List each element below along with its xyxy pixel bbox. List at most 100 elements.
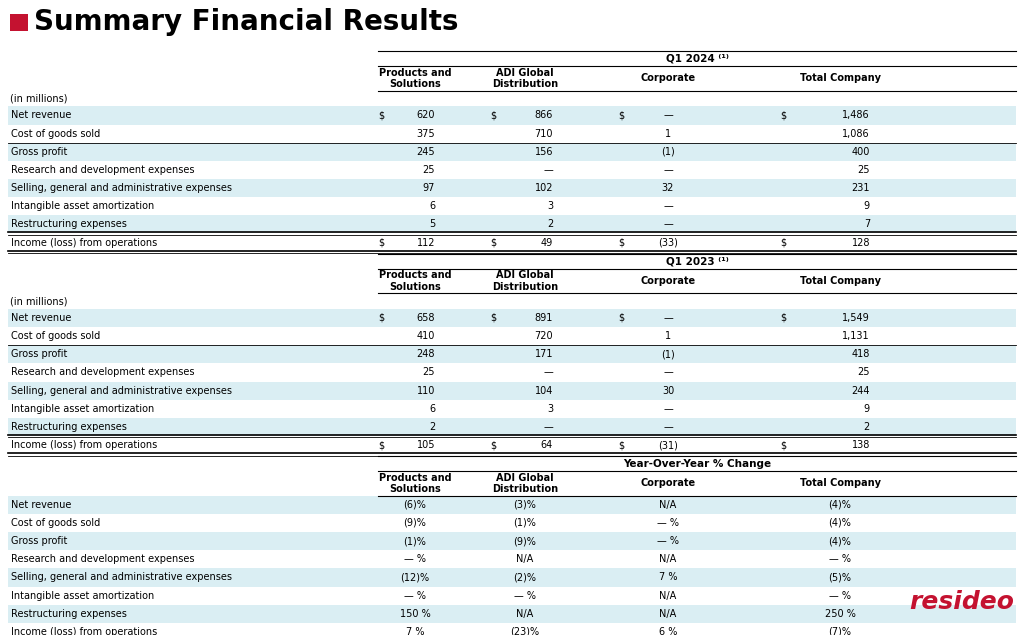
Text: 410: 410 [417,331,435,341]
Text: 110: 110 [417,385,435,396]
Text: Research and development expenses: Research and development expenses [11,554,195,565]
Text: Q1 2024 ⁽¹⁾: Q1 2024 ⁽¹⁾ [666,53,728,64]
Text: Corporate: Corporate [640,74,695,83]
Text: 9: 9 [864,404,870,414]
Text: (1)%: (1)% [514,518,537,528]
Bar [8,179,1016,197]
Text: Products and
Solutions: Products and Solutions [379,67,452,89]
Text: 2: 2 [547,219,553,229]
Text: Research and development expenses: Research and development expenses [11,368,195,377]
Text: Cost of goods sold: Cost of goods sold [11,518,100,528]
Text: 32: 32 [662,183,674,193]
Text: 658: 658 [417,313,435,323]
Text: (7)%: (7)% [828,627,852,635]
Text: —: — [544,422,553,432]
Text: 7 %: 7 % [406,627,424,635]
Text: 1,131: 1,131 [843,331,870,341]
Text: 1: 1 [665,331,671,341]
Text: Products and
Solutions: Products and Solutions [379,270,452,291]
Text: $: $ [618,110,624,121]
Text: — %: — % [657,536,679,546]
Text: $: $ [618,313,624,323]
Text: Restructuring expenses: Restructuring expenses [11,219,127,229]
Text: —: — [664,313,673,323]
Text: (3)%: (3)% [514,500,537,510]
Text: 7 %: 7 % [658,572,677,582]
Text: (9)%: (9)% [403,518,426,528]
Text: 418: 418 [852,349,870,359]
Text: 248: 248 [417,349,435,359]
Text: Net revenue: Net revenue [11,110,72,121]
Text: 7: 7 [864,219,870,229]
Text: (9)%: (9)% [514,536,537,546]
Text: Cost of goods sold: Cost of goods sold [11,129,100,138]
Bar [8,532,1016,550]
Text: (1): (1) [662,349,675,359]
Text: 138: 138 [852,440,870,450]
Text: $: $ [490,440,496,450]
Text: 400: 400 [852,147,870,157]
Text: Intangible asset amortization: Intangible asset amortization [11,404,155,414]
Text: $: $ [618,440,624,450]
Text: Selling, general and administrative expenses: Selling, general and administrative expe… [11,385,232,396]
Text: 97: 97 [423,183,435,193]
Text: Year-Over-Year % Change: Year-Over-Year % Change [623,458,771,469]
Text: $: $ [378,237,384,248]
Bar [8,568,1016,587]
Text: 9: 9 [864,201,870,211]
Text: —: — [544,165,553,175]
Text: N/A: N/A [659,609,677,618]
Text: Gross profit: Gross profit [11,349,68,359]
Text: $: $ [378,313,384,323]
Text: $: $ [780,440,786,450]
Text: $: $ [490,110,496,121]
Text: 620: 620 [417,110,435,121]
Text: (6)%: (6)% [403,500,426,510]
Text: 231: 231 [852,183,870,193]
Bar [8,605,1016,623]
Text: Total Company: Total Company [800,74,881,83]
Bar [8,309,1016,327]
Text: 720: 720 [535,331,553,341]
Text: (5)%: (5)% [828,572,852,582]
Text: — %: — % [514,591,536,601]
Text: 30: 30 [662,385,674,396]
Text: Corporate: Corporate [640,479,695,488]
Text: 891: 891 [535,313,553,323]
Text: Selling, general and administrative expenses: Selling, general and administrative expe… [11,183,232,193]
Text: Income (loss) from operations: Income (loss) from operations [11,627,158,635]
Text: (4)%: (4)% [828,518,851,528]
Text: Summary Financial Results: Summary Financial Results [34,8,459,36]
Bar [8,496,1016,514]
Text: 1: 1 [665,129,671,138]
Text: (33): (33) [658,237,678,248]
Text: Selling, general and administrative expenses: Selling, general and administrative expe… [11,572,232,582]
Text: 49: 49 [541,237,553,248]
Text: 1,086: 1,086 [843,129,870,138]
Text: N/A: N/A [659,500,677,510]
Text: ADI Global
Distribution: ADI Global Distribution [492,67,558,89]
Text: —: — [664,422,673,432]
Text: —: — [544,368,553,377]
Text: Products and
Solutions: Products and Solutions [379,472,452,494]
Text: $: $ [780,313,786,323]
Bar [8,215,1016,234]
Bar [8,143,1016,161]
Text: 6: 6 [429,201,435,211]
Text: — %: — % [829,591,851,601]
Text: Gross profit: Gross profit [11,536,68,546]
Text: 104: 104 [535,385,553,396]
Text: (in millions): (in millions) [10,296,68,306]
Text: (in millions): (in millions) [10,93,68,104]
Text: 1,486: 1,486 [843,110,870,121]
Bar [8,107,1016,124]
Text: 3: 3 [547,404,553,414]
Text: Net revenue: Net revenue [11,500,72,510]
Text: 866: 866 [535,110,553,121]
Text: (31): (31) [658,440,678,450]
Text: $: $ [490,237,496,248]
Text: 112: 112 [417,237,435,248]
Text: 245: 245 [417,147,435,157]
Text: — %: — % [404,591,426,601]
Text: (12)%: (12)% [400,572,429,582]
